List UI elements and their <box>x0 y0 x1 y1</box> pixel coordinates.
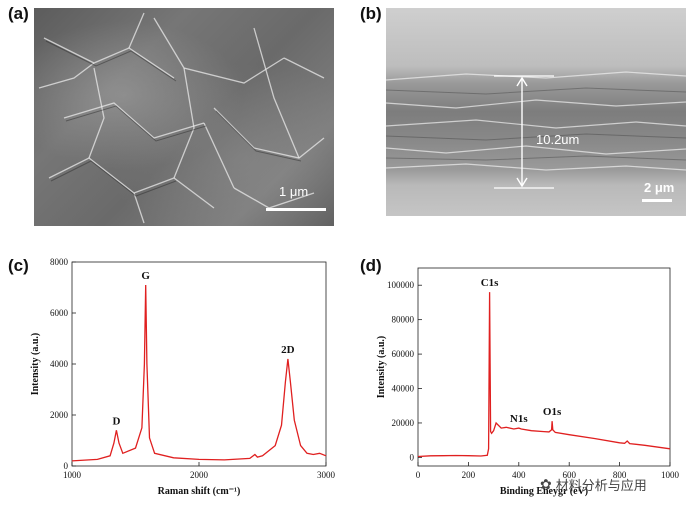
sem-image-surface: 1 μm <box>34 8 334 226</box>
panel-label-a: (a) <box>8 4 29 23</box>
raman-y-axis-title: Intensity (a.u.) <box>30 333 41 396</box>
panel-label-b: (b) <box>360 4 382 23</box>
wechat-icon: ✿ <box>540 476 552 493</box>
d-y-tick-label: 60000 <box>392 349 415 359</box>
d-y-tick-label: 20000 <box>392 418 415 428</box>
c-peak-label: G <box>141 270 150 282</box>
xps-series-line <box>417 292 671 458</box>
d-x-tick-label: 1000 <box>661 470 680 480</box>
d-x-tick-label: 600 <box>562 470 576 480</box>
panel-label-c: (c) <box>8 256 29 275</box>
xps-plot-frame <box>417 267 671 467</box>
raman-x-axis-title: Raman shift (cm⁻¹) <box>158 486 241 497</box>
scale-bar-b <box>642 199 672 202</box>
c-y-tick-label: 4000 <box>50 359 69 369</box>
d-y-tick-label: 100000 <box>387 280 415 290</box>
xps-chart: 0 200 400 600 800 1000 0 20000 40000 60000 80000 10… <box>376 267 680 497</box>
c-peak-label: 2D <box>281 344 295 356</box>
c-y-tick-label: 8000 <box>50 257 69 267</box>
xps-x-axis-title: Binding Eneygr (eV) <box>500 486 588 497</box>
c-x-tick-label: 2000 <box>190 470 209 480</box>
c-y-tick-label: 6000 <box>50 308 69 318</box>
scale-bar-label-a: 1 μm <box>279 184 309 199</box>
watermark: ✿ 材料分析与应用 <box>540 475 647 495</box>
watermark-text: 材料分析与应用 <box>555 479 647 494</box>
raman-chart: 1000 2000 3000 0 2000 4000 6000 8000 D G 2D Raman… <box>30 257 336 497</box>
d-y-tick-label: 40000 <box>392 384 415 394</box>
thickness-label: 10.2um <box>536 132 580 147</box>
raman-series-line <box>71 284 327 462</box>
scale-bar-a <box>266 208 326 211</box>
d-y-tick-label: 80000 <box>392 315 415 325</box>
c-y-tick-label: 0 <box>64 461 69 471</box>
c-y-tick-label: 2000 <box>50 410 69 420</box>
d-x-tick-label: 800 <box>613 470 627 480</box>
d-x-tick-label: 400 <box>512 470 526 480</box>
sem-image-cross-section: 10.2um 2 μm <box>386 8 686 216</box>
d-x-tick-label: 200 <box>462 470 476 480</box>
panel-label-d: (d) <box>360 256 382 275</box>
c-peak-label: D <box>112 415 120 427</box>
d-peak-label: C1s <box>481 277 499 289</box>
wrinkle-texture <box>38 12 325 224</box>
c-x-tick-label: 3000 <box>317 470 336 480</box>
scale-bar-label-b: 2 μm <box>644 180 675 195</box>
d-peak-label: O1s <box>543 406 562 418</box>
d-x-tick-label: 0 <box>416 470 421 480</box>
c-x-tick-label: 1000 <box>63 470 82 480</box>
xps-y-axis-title: Intensity (a.u.) <box>376 336 387 399</box>
d-peak-label: N1s <box>510 413 528 425</box>
layer-texture <box>386 71 686 189</box>
d-y-tick-label: 0 <box>410 452 415 462</box>
